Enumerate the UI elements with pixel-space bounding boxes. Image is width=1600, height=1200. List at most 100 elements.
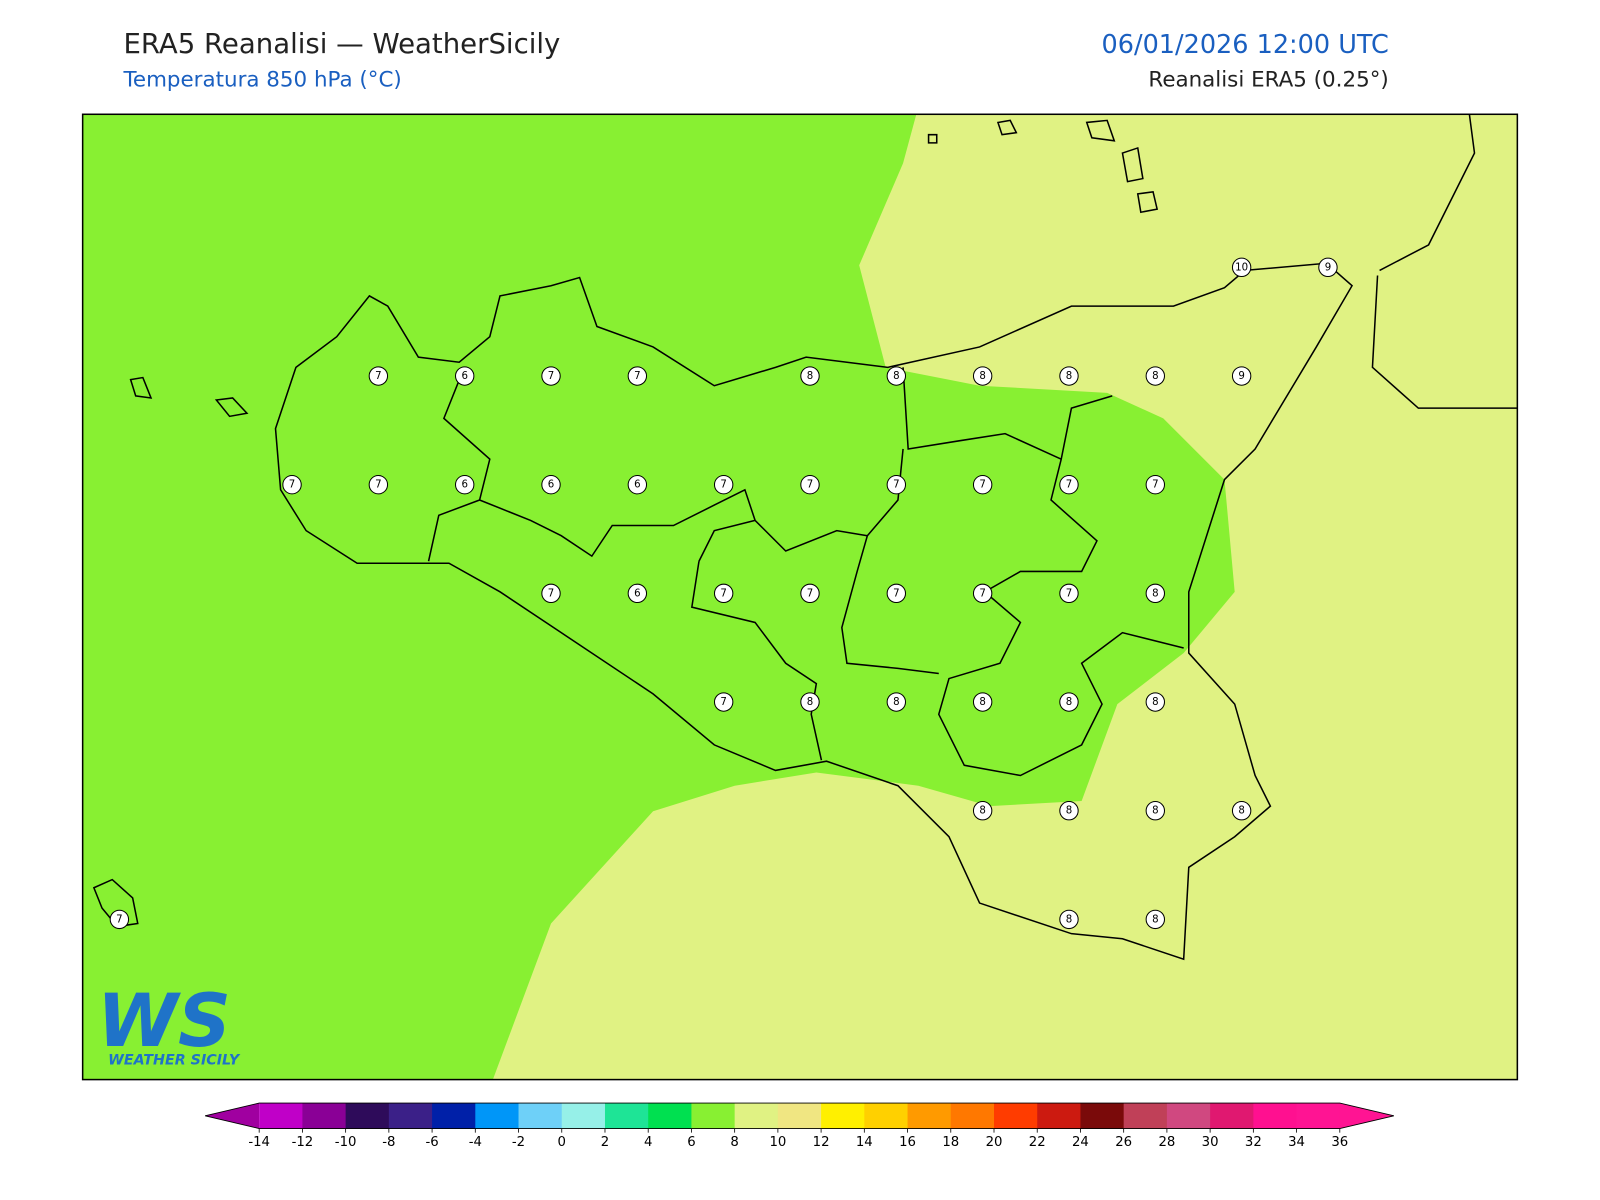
colorbar-tick-label: 22 [1029,1135,1046,1150]
station-marker [1059,583,1079,604]
station: 7 [972,475,993,495]
station-value: 8 [1066,806,1072,817]
colorbar-tick-label: 0 [558,1135,566,1150]
station-value: 7 [720,697,726,708]
station: 7 [713,475,734,495]
station-marker [1145,909,1165,930]
station-marker [886,692,907,712]
colorbar-bin [1166,1103,1211,1129]
station: 7 [368,366,389,386]
coastlines [92,114,1518,961]
station-marker [1059,909,1079,930]
colorbar-bin [1080,1103,1125,1129]
station: 8 [800,366,820,386]
station-marker [886,475,907,495]
station-marker [1059,366,1079,386]
station: 8 [1059,366,1079,386]
colorbar-tick-label: -2 [512,1135,525,1150]
station-value: 8 [979,806,985,817]
station: 7 [886,583,907,604]
map: 10 9 7 6 7 7 8 8 8 8 8 9 7 7 6 6 6 7 7 7 7 7 7 7 6 7 7 7 7 7 8 7 8 8 8 8 8 8 8… [81,113,1519,1081]
station-marker [1059,692,1079,712]
station-marker [1231,366,1252,386]
station-marker [800,475,820,495]
colorbar-bin [950,1103,995,1129]
colorbar-bin [734,1103,779,1129]
station-marker [1231,801,1252,821]
logo-name: WEATHER SICILY [108,1052,241,1068]
station: 7 [1059,475,1079,495]
station-value: 7 [634,371,640,382]
colorbar: -14 -12 -10 -8 -6 -4 -2 0 2 4 6 8 10 12 14 16 18 20 22 24 26… [205,1102,1394,1150]
colorbar-bin [604,1103,649,1129]
station-value: 6 [461,480,467,491]
colorbar-bin [1037,1103,1081,1129]
station-value: 6 [548,480,554,491]
station-value: 8 [893,371,899,382]
colorbar-tick-label: 24 [1072,1135,1089,1150]
colorbar-tick-label: 10 [769,1135,786,1150]
station-marker [886,366,907,386]
colorbar-bin [388,1103,433,1129]
station-value: 7 [1066,480,1072,491]
station-marker [800,583,820,604]
colorbar-bin [648,1103,692,1129]
station-marker [627,475,648,495]
station: 7 [800,583,820,604]
station: 6 [627,475,648,495]
station-value: 7 [893,480,899,491]
station: 6 [454,475,475,495]
station-marker [109,909,130,930]
station-marker [713,475,734,495]
colorbar-tick-label: -8 [382,1135,395,1150]
station-marker [1145,801,1165,821]
colorbar-bin [777,1103,822,1129]
station-value: 7 [979,588,985,599]
colorbar-bin [259,1103,303,1129]
station-marker [627,583,648,604]
station-value: 8 [807,697,813,708]
datetime: 06/01/2026 12:00 UTC [1102,30,1389,60]
station-marker [800,366,820,386]
station-value: 8 [1152,371,1158,382]
station-value: 8 [1152,697,1158,708]
station-value: 7 [375,480,381,491]
colorbar-tick-label: 34 [1288,1135,1305,1150]
station: 6 [454,366,475,386]
station: 8 [972,801,993,821]
station-marker [368,366,389,386]
station-value: 8 [1152,806,1158,817]
station-marker [368,475,389,495]
station: 7 [282,475,302,495]
source: Reanalisi ERA5 (0.25°) [1148,68,1388,93]
station-value: 8 [1066,914,1072,925]
station-marker [454,475,475,495]
station-marker [1145,692,1165,712]
station: 10 [1231,257,1252,278]
colorbar-tick-label: 6 [687,1135,695,1150]
station: 7 [541,583,561,604]
colorbar-bin [821,1103,865,1129]
colorbar-over [1339,1103,1394,1129]
station-marker [1145,475,1165,495]
station: 7 [1059,583,1079,604]
station-value: 8 [1066,697,1072,708]
station: 7 [713,692,734,712]
colorbar-tick-label: 8 [730,1135,738,1150]
station-marker [541,583,561,604]
station-marker [1059,475,1079,495]
colorbar-tick-label: -6 [425,1135,438,1150]
title: ERA5 Reanalisi — WeatherSicily [123,28,560,60]
colorbar-tick-label: 16 [899,1135,916,1150]
colorbar-bin [345,1103,390,1129]
colorbar-tick-label: 12 [813,1135,830,1150]
station-value: 7 [720,588,726,599]
station-value: 7 [979,480,985,491]
colorbar-bin [1296,1103,1341,1129]
colorbar-bin [475,1103,520,1129]
station: 8 [1145,909,1165,930]
station: 8 [972,366,993,386]
station-value: 7 [289,480,295,491]
station: 8 [1059,801,1079,821]
colorbar-bin [518,1103,563,1129]
